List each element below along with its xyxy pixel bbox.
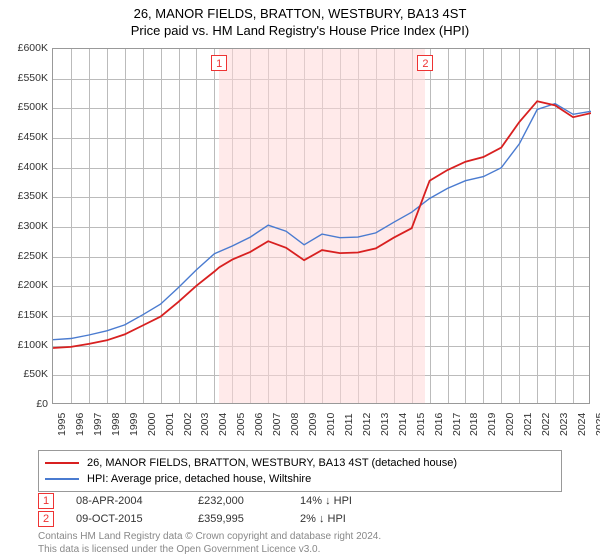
- x-tick-label: 1996: [74, 413, 86, 436]
- sale-delta: 2% ↓ HPI: [300, 513, 410, 525]
- x-tick-label: 2019: [486, 413, 498, 436]
- y-tick-label: £600K: [18, 42, 48, 54]
- x-tick-label: 2001: [164, 413, 176, 436]
- sale-date: 08-APR-2004: [76, 495, 186, 507]
- sale-badge: 1: [38, 493, 54, 509]
- y-tick-label: £250K: [18, 250, 48, 262]
- y-tick-label: £450K: [18, 131, 48, 143]
- sales-list: 1 08-APR-2004 £232,000 14% ↓ HPI 2 09-OCT-201…: [38, 492, 562, 528]
- y-tick-label: £550K: [18, 72, 48, 84]
- y-tick-label: £150K: [18, 309, 48, 321]
- x-tick-label: 2009: [307, 413, 319, 436]
- y-tick-label: £300K: [18, 220, 48, 232]
- series-line: [53, 101, 591, 348]
- sale-delta: 14% ↓ HPI: [300, 495, 410, 507]
- legend-item: HPI: Average price, detached house, Wilt…: [45, 471, 555, 487]
- series-line: [53, 104, 591, 340]
- x-tick-label: 2016: [433, 413, 445, 436]
- x-tick-label: 2025: [594, 413, 600, 436]
- x-tick-label: 2000: [146, 413, 158, 436]
- sale-badge: 2: [38, 511, 54, 527]
- y-tick-label: £50K: [23, 368, 48, 380]
- x-tick-label: 2012: [361, 413, 373, 436]
- x-tick-label: 2003: [199, 413, 211, 436]
- x-tick-label: 1997: [92, 413, 104, 436]
- y-tick-label: £100K: [18, 339, 48, 351]
- x-tick-label: 2022: [540, 413, 552, 436]
- sale-date: 09-OCT-2015: [76, 513, 186, 525]
- sale-price: £359,995: [198, 513, 288, 525]
- x-tick-label: 2006: [253, 413, 265, 436]
- legend-box: 26, MANOR FIELDS, BRATTON, WESTBURY, BA1…: [38, 450, 562, 492]
- x-tick-label: 2017: [451, 413, 463, 436]
- footer-attribution: Contains HM Land Registry data © Crown c…: [38, 531, 562, 556]
- x-tick-label: 2005: [235, 413, 247, 436]
- legend-item: 26, MANOR FIELDS, BRATTON, WESTBURY, BA1…: [45, 455, 555, 471]
- x-tick-label: 2018: [468, 413, 480, 436]
- x-tick-label: 2008: [289, 413, 301, 436]
- y-axis: £0£50K£100K£150K£200K£250K£300K£350K£400…: [0, 48, 52, 404]
- footer-line1: Contains HM Land Registry data © Crown c…: [38, 531, 562, 544]
- x-tick-label: 1999: [128, 413, 140, 436]
- title-subtitle: Price paid vs. HM Land Registry's House …: [0, 23, 600, 38]
- sale-row: 2 09-OCT-2015 £359,995 2% ↓ HPI: [38, 510, 562, 528]
- x-tick-label: 1998: [110, 413, 122, 436]
- chart-container: 26, MANOR FIELDS, BRATTON, WESTBURY, BA1…: [0, 0, 600, 560]
- x-tick-label: 2023: [558, 413, 570, 436]
- legend-swatch: [45, 462, 79, 464]
- x-tick-label: 2010: [325, 413, 337, 436]
- x-axis: 1995 1996 1997 1998 1999 2000 2001 2002 2003 2004…: [52, 404, 590, 444]
- title-address: 26, MANOR FIELDS, BRATTON, WESTBURY, BA1…: [0, 6, 600, 21]
- chart-titles: 26, MANOR FIELDS, BRATTON, WESTBURY, BA1…: [0, 0, 600, 38]
- x-tick-label: 2014: [397, 413, 409, 436]
- legend-label: 26, MANOR FIELDS, BRATTON, WESTBURY, BA1…: [87, 457, 457, 469]
- x-tick-label: 2024: [576, 413, 588, 436]
- x-tick-label: 2020: [504, 413, 516, 436]
- series-svg: [53, 49, 591, 405]
- y-tick-label: £0: [36, 398, 48, 410]
- x-tick-label: 2002: [182, 413, 194, 436]
- sale-row: 1 08-APR-2004 £232,000 14% ↓ HPI: [38, 492, 562, 510]
- plot-frame: 12: [52, 48, 590, 404]
- y-tick-label: £200K: [18, 279, 48, 291]
- x-tick-label: 2013: [379, 413, 391, 436]
- y-tick-label: £350K: [18, 190, 48, 202]
- x-tick-label: 2011: [343, 413, 355, 436]
- legend-label: HPI: Average price, detached house, Wilt…: [87, 473, 311, 485]
- sale-marker: 1: [211, 55, 227, 71]
- footer-line2: This data is licensed under the Open Gov…: [38, 544, 562, 557]
- legend-swatch: [45, 478, 79, 480]
- sale-marker: 2: [417, 55, 433, 71]
- y-tick-label: £500K: [18, 101, 48, 113]
- plot-area: 12: [52, 48, 590, 404]
- sale-price: £232,000: [198, 495, 288, 507]
- x-tick-label: 1995: [56, 413, 68, 436]
- x-tick-label: 2007: [271, 413, 283, 436]
- x-tick-label: 2021: [522, 413, 534, 436]
- y-tick-label: £400K: [18, 161, 48, 173]
- x-tick-label: 2015: [415, 413, 427, 436]
- x-tick-label: 2004: [217, 413, 229, 436]
